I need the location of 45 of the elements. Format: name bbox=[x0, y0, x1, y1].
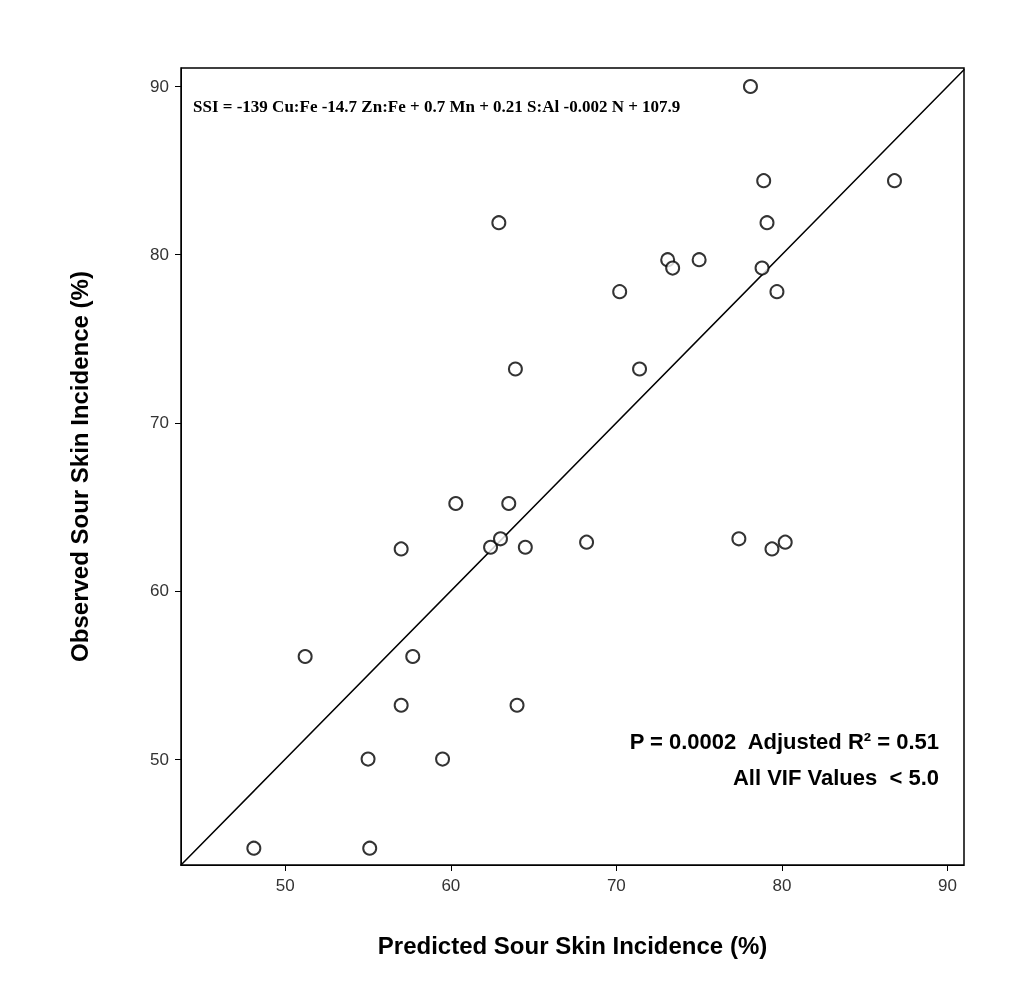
point bbox=[491, 215, 507, 231]
y-tick-label: 50 bbox=[150, 749, 169, 769]
point bbox=[612, 284, 628, 300]
x-tick-label: 50 bbox=[275, 876, 295, 895]
point bbox=[448, 495, 464, 511]
point bbox=[886, 173, 902, 189]
point bbox=[759, 215, 775, 231]
point bbox=[769, 284, 785, 300]
point bbox=[501, 495, 517, 511]
point bbox=[777, 534, 793, 550]
y-tick-label: 70 bbox=[150, 413, 169, 433]
y-tick-label: 80 bbox=[150, 245, 169, 265]
point bbox=[297, 649, 313, 664]
point bbox=[405, 649, 421, 664]
y-tick-label: 60 bbox=[150, 581, 169, 601]
point bbox=[632, 361, 648, 377]
x-tick-label: 80 bbox=[772, 876, 792, 895]
x-tick-label: 70 bbox=[606, 876, 626, 895]
annotation: SSI = -139 Cu:Fe -14.7 Zn:Fe + 0.7 Mn + 0.21 S:Al -0.002 N + 107.9 bbox=[193, 97, 681, 116]
point bbox=[509, 697, 525, 713]
point bbox=[360, 751, 376, 767]
point bbox=[731, 531, 747, 547]
annotation: All VIF Values < 5.0 bbox=[732, 764, 939, 790]
point bbox=[665, 260, 681, 276]
point bbox=[764, 541, 780, 557]
point bbox=[493, 531, 508, 547]
y-tick-label: 90 bbox=[150, 77, 169, 96]
x-tick-label: 90 bbox=[937, 876, 957, 895]
point bbox=[742, 79, 758, 94]
point bbox=[483, 539, 499, 555]
point bbox=[691, 252, 707, 268]
annotation: P = 0.0002 Adjusted R² = 0.51 bbox=[629, 728, 939, 754]
x-tick-label: 60 bbox=[441, 876, 461, 895]
point bbox=[579, 534, 595, 550]
point bbox=[754, 260, 770, 276]
point bbox=[517, 539, 533, 555]
point bbox=[362, 840, 378, 856]
x-axis-title: Predicted Sour Skin Incidence (%) bbox=[377, 931, 768, 959]
point bbox=[246, 840, 262, 856]
y-axis-title: Observed Sour Skin Incidence (%) bbox=[65, 271, 93, 662]
point bbox=[507, 361, 523, 377]
point bbox=[435, 751, 451, 767]
point bbox=[393, 697, 409, 713]
point bbox=[393, 541, 409, 557]
point bbox=[756, 173, 772, 189]
